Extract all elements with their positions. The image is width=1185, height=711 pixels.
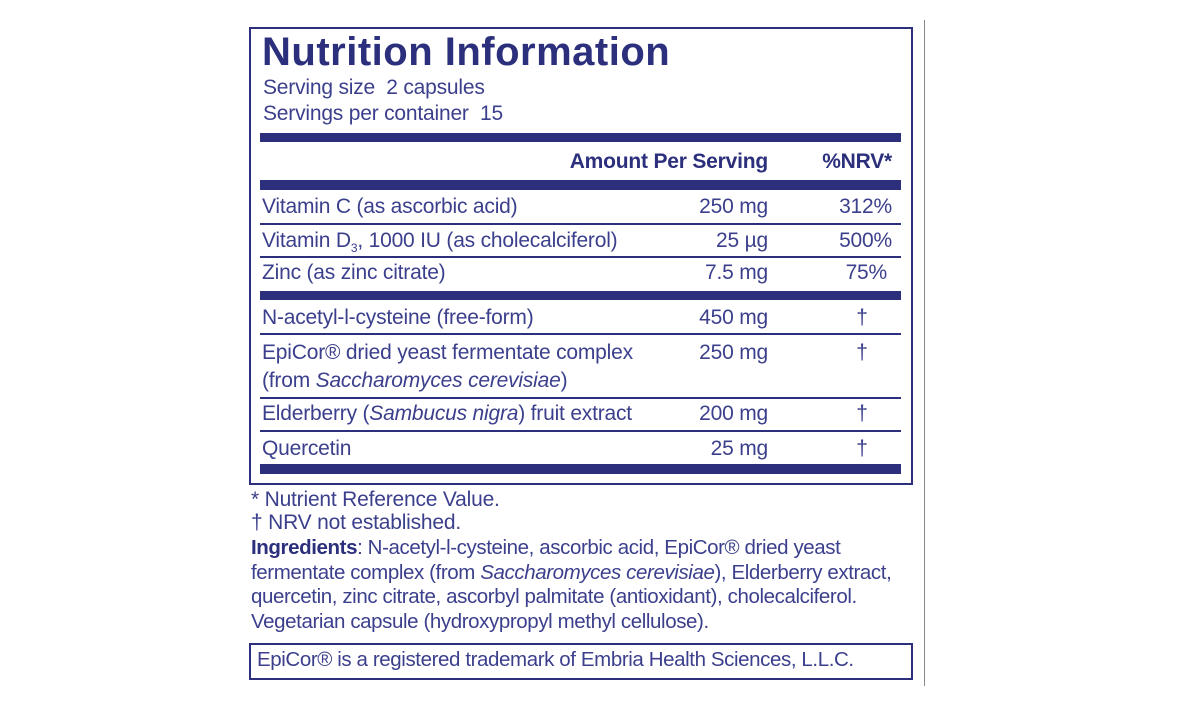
text: ), Elderberry extract, quercetin, zinc c… [251, 560, 892, 633]
nrv: 75% [845, 261, 888, 284]
rule [260, 223, 901, 225]
amount: 250 mg [699, 341, 768, 364]
amount: 250 mg [699, 195, 768, 218]
nutrient-name: Quercetin [262, 437, 351, 461]
text: Vitamin C (as ascorbic acid) [262, 195, 518, 218]
rule [260, 464, 901, 474]
footnote: * Nutrient Reference Value. [251, 488, 500, 511]
text: Elderberry ( [262, 402, 370, 425]
nrv: 312% [839, 195, 892, 218]
ingredients: Ingredients: N-acetyl-l-cysteine, ascorb… [251, 536, 919, 634]
text: Saccharomyces cerevisiae [315, 369, 561, 392]
rule [260, 333, 901, 335]
serving-size: Serving size 2 capsules [263, 76, 485, 99]
nutrient-name: Elderberry (Sambucus nigra) fruit extrac… [262, 402, 632, 426]
nutrient-name: Zinc (as zinc citrate) [262, 261, 446, 285]
rule [260, 397, 901, 399]
trademark-box [249, 643, 913, 680]
nutrient-name: (from Saccharomyces cerevisiae) [262, 369, 568, 393]
text: N-acetyl-l-cysteine (free-form) [262, 306, 534, 329]
ingredients-label: Ingredients [251, 536, 358, 559]
text: , 1000 IU (as cholecalciferol) [357, 229, 618, 252]
nrv: † [856, 341, 868, 364]
text: Saccharomyces cerevisiae [480, 560, 715, 584]
text: Quercetin [262, 437, 352, 460]
rule [260, 133, 901, 142]
nrv: 500% [839, 229, 892, 252]
trademark: EpiCor® is a registered trademark of Emb… [257, 648, 854, 671]
rule [260, 256, 901, 258]
amount: 450 mg [699, 306, 768, 329]
text: : N-acetyl-l-cysteine, ascorbic acid, Ep… [251, 536, 841, 584]
footnote: † NRV not established. [251, 511, 462, 534]
rule [260, 180, 901, 190]
amount: 25 mg [710, 437, 769, 460]
amount: 7.5 mg [705, 261, 768, 284]
column-header: Amount Per Serving [569, 150, 768, 173]
text: Sambucus nigra [369, 402, 519, 425]
nrv: † [856, 437, 868, 460]
rule [260, 430, 901, 432]
divider [924, 20, 925, 686]
nutrient-name: EpiCor® dried yeast fermentate complex [262, 341, 633, 365]
text: EpiCor® dried yeast fermentate complex [262, 341, 633, 364]
label-box [249, 27, 913, 485]
amount: 200 mg [699, 402, 768, 425]
servings-per-container: Servings per container 15 [263, 102, 503, 125]
nrv: † [856, 306, 868, 329]
nutrient-name: Vitamin C (as ascorbic acid) [262, 195, 518, 219]
text: ) [560, 369, 568, 392]
subscript: 3 [350, 241, 358, 256]
nutrient-name: N-acetyl-l-cysteine (free-form) [262, 306, 534, 330]
title: Nutrition Information [262, 30, 671, 74]
text: (from [262, 369, 316, 392]
amount: 25 µg [716, 229, 768, 252]
nutrient-name: Vitamin D3, 1000 IU (as cholecalciferol) [262, 229, 618, 260]
text: ) fruit extract [518, 402, 632, 425]
nrv: † [856, 402, 868, 425]
text: Zinc (as zinc citrate) [262, 261, 446, 284]
text: Vitamin D [262, 229, 351, 252]
column-header: %NRV* [822, 150, 892, 173]
rule [260, 291, 901, 300]
